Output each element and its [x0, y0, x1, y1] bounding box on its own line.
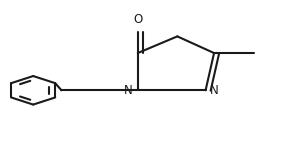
- Text: N: N: [210, 84, 219, 97]
- Text: O: O: [133, 13, 142, 26]
- Text: N: N: [124, 84, 133, 97]
